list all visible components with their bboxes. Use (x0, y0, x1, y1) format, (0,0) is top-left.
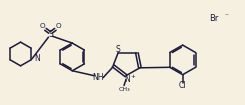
Text: S: S (116, 45, 120, 54)
Text: O: O (56, 23, 61, 29)
Text: S: S (48, 30, 53, 39)
Text: +: + (131, 74, 135, 79)
Text: N: N (34, 54, 40, 63)
Text: Br: Br (209, 14, 219, 23)
Text: ⁻: ⁻ (224, 11, 228, 20)
Text: Cl: Cl (179, 81, 186, 90)
Text: N: N (124, 75, 130, 84)
Text: O: O (40, 23, 45, 29)
Text: CH₃: CH₃ (118, 87, 130, 92)
Text: NH: NH (92, 73, 104, 82)
